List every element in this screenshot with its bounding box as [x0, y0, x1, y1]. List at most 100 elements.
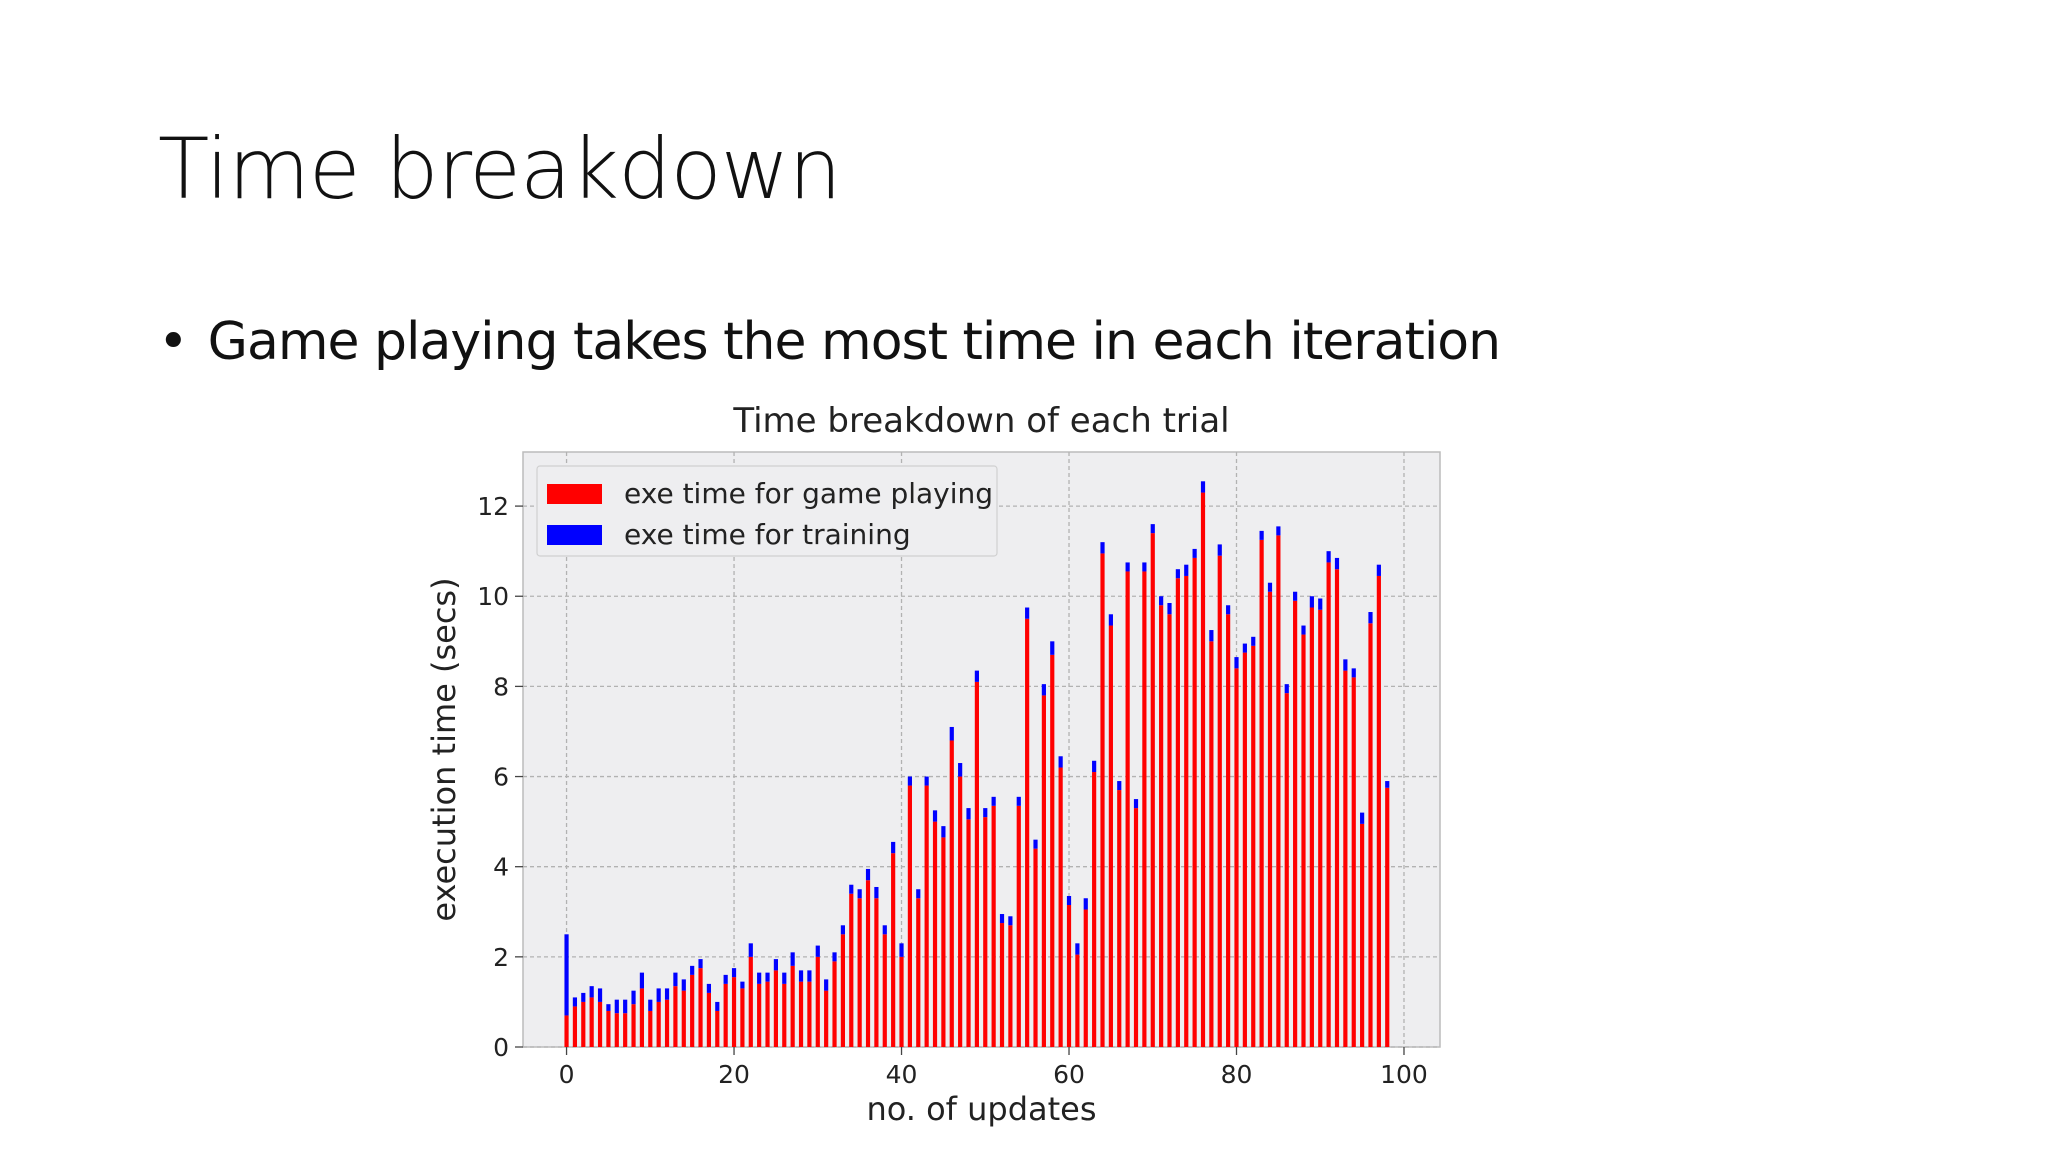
bar-segment — [1284, 684, 1289, 694]
bar-segment — [1385, 781, 1390, 788]
bar-segment — [664, 999, 670, 1047]
bar-segment — [1301, 625, 1306, 635]
bar-segment — [1150, 533, 1155, 1047]
bar-segment — [1008, 925, 1013, 1047]
bar-segment — [999, 914, 1005, 924]
bar-segment — [731, 968, 737, 978]
bar-segment — [1100, 542, 1105, 554]
bar-segment — [740, 981, 745, 989]
bar-segment — [589, 997, 594, 1047]
bar-segment — [966, 819, 971, 1047]
bar-segment — [1309, 596, 1314, 608]
x-tick-label: 80 — [1221, 1060, 1253, 1089]
bar-segment — [1008, 916, 1013, 926]
bar-segment — [899, 943, 904, 957]
bullet: • Game playing takes the most time in eac… — [158, 312, 1501, 372]
bar-segment — [581, 1001, 586, 1047]
bar-segment — [1251, 645, 1256, 1047]
bar-segment — [1301, 634, 1306, 1047]
bar-segment — [857, 898, 862, 1047]
bar-segment — [1025, 607, 1030, 619]
bar-segment — [1385, 787, 1390, 1047]
bar-segment — [832, 961, 837, 1047]
bar-segment — [1368, 623, 1373, 1047]
bar-segment — [782, 983, 787, 1047]
bar-segment — [757, 972, 762, 984]
bar-segment — [1334, 557, 1340, 570]
bar-segment — [798, 981, 804, 1047]
bar-segment — [1200, 481, 1206, 493]
bar-segment — [606, 1010, 611, 1047]
bar-segment — [1041, 684, 1046, 696]
bar-segment — [1368, 612, 1373, 624]
bar-segment — [1058, 767, 1063, 1047]
bar-segment — [1041, 695, 1046, 1047]
bar-segment — [798, 970, 804, 982]
bar-segment — [974, 681, 979, 1047]
bar-segment — [690, 965, 695, 975]
bar-segment — [1217, 544, 1222, 556]
bar-segment — [991, 805, 996, 1047]
bar-segment — [849, 884, 854, 894]
bar-segment — [1343, 670, 1348, 1047]
slide-title: Time breakdown — [158, 120, 842, 218]
bar-segment — [958, 763, 963, 777]
bar-segment — [1058, 756, 1063, 768]
bar-segment — [932, 810, 938, 822]
bar-segment — [1033, 839, 1038, 849]
legend-box — [536, 465, 998, 557]
chart-title: Time breakdown of each trial — [732, 401, 1229, 441]
bar-segment — [849, 893, 854, 1047]
bar-segment — [1276, 535, 1281, 1047]
bar-segment — [581, 992, 586, 1002]
bar-segment — [639, 972, 645, 989]
y-tick-label: 10 — [477, 582, 509, 611]
y-tick-label: 2 — [493, 943, 509, 972]
legend-swatch — [547, 484, 602, 504]
bar-segment — [1234, 657, 1239, 669]
bar-segment — [1066, 895, 1072, 906]
bar-segment — [958, 776, 963, 1047]
y-tick-label: 4 — [493, 853, 509, 882]
bar-segment — [1133, 808, 1139, 1047]
bar-segment — [1242, 643, 1247, 653]
bar-segment — [1343, 659, 1348, 671]
bar-segment — [899, 956, 904, 1047]
bar-segment — [907, 785, 912, 1047]
bar-segment — [597, 1001, 603, 1047]
bar-segment — [1192, 548, 1197, 558]
bar-segment — [1267, 582, 1273, 592]
bar-segment — [807, 970, 812, 982]
bar-segment — [840, 925, 845, 935]
bar-segment — [773, 970, 779, 1047]
bar-segment — [597, 988, 603, 1002]
bar-segment — [1234, 668, 1239, 1047]
bar-segment — [1360, 812, 1365, 824]
bar-segment — [1083, 909, 1088, 1047]
bar-segment — [656, 1001, 661, 1047]
bar-segment — [1259, 530, 1264, 540]
x-tick-label: 0 — [559, 1060, 575, 1089]
bar-segment — [623, 1013, 628, 1047]
bar-segment — [815, 956, 820, 1047]
bar-segment — [731, 977, 737, 1047]
bar-segment — [1133, 799, 1139, 809]
bar-segment — [690, 974, 695, 1047]
bar-segment — [564, 1015, 569, 1047]
bar-segment — [673, 986, 678, 1047]
bar-segment — [1125, 562, 1130, 572]
bar-segment — [941, 826, 946, 838]
bar-segment — [740, 988, 745, 1047]
bar-segment — [1351, 677, 1356, 1047]
bar-segment — [874, 886, 879, 899]
bar-segment — [673, 972, 678, 987]
bullet-text: Game playing takes the most time in each… — [207, 312, 1501, 372]
bar-segment — [949, 726, 954, 741]
bar-segment — [1142, 571, 1147, 1047]
bar-segment — [1226, 605, 1231, 615]
bar-segment — [1267, 591, 1273, 1047]
bar-segment — [807, 981, 812, 1047]
bar-segment — [664, 988, 670, 1000]
bar-segment — [723, 974, 728, 984]
